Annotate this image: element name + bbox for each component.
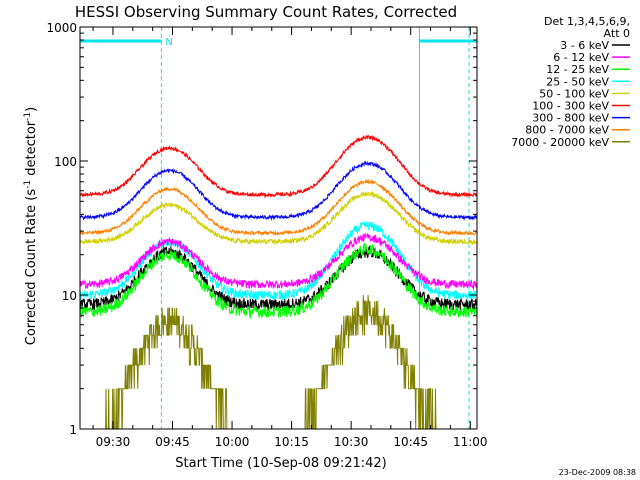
x-tick-label: 10:15	[274, 435, 309, 449]
x-tick-label: 11:00	[453, 435, 488, 449]
legend-label: 800 - 7000 keV	[525, 124, 609, 137]
x-tick-label: 10:30	[334, 435, 369, 449]
legend-label: 6 - 12 keV	[553, 51, 609, 64]
legend-header-line-2: Att 0	[604, 27, 630, 40]
legend-label: 100 - 300 keV	[532, 100, 609, 113]
legend-label: 3 - 6 keV	[560, 39, 609, 52]
legend-label: 25 - 50 keV	[546, 75, 609, 88]
legend-header: Det 1,3,4,5,6,9, Att 0	[544, 15, 630, 40]
chart-title: HESSI Observing Summary Count Rates, Cor…	[75, 3, 457, 21]
y-tick-label: 100	[54, 155, 77, 169]
series-line	[79, 242, 478, 319]
x-axis-label: Start Time (10-Sep-08 09:21:42)	[175, 456, 386, 471]
y-tick-label: 1	[69, 423, 77, 437]
y-axis-label: Corrected Count Rate (s-1 detector-1)	[23, 107, 39, 345]
series-layer	[79, 134, 478, 430]
series-line	[79, 178, 478, 237]
night-label: N	[165, 37, 172, 48]
series-line	[79, 232, 478, 291]
plot-frame	[79, 26, 478, 430]
x-tick-label: 09:45	[155, 435, 190, 449]
series-line	[79, 245, 478, 312]
axes: 09:30 09:45 10:00 10:15 10:30 10:45 11:00 1 10 10…	[46, 21, 487, 449]
legend-label: 7000 - 20000 keV	[511, 136, 609, 149]
y-tick-label: 10	[62, 289, 77, 303]
y-tick-label: 1000	[46, 21, 77, 35]
series-line	[79, 221, 478, 302]
legend-header-line-1: Det 1,3,4,5,6,9,	[544, 15, 630, 28]
timestamp: 23-Dec-2009 08:38	[559, 468, 636, 477]
legend-label: 50 - 100 keV	[539, 87, 609, 100]
x-tick-label: 10:45	[393, 435, 428, 449]
x-tick-label: 09:30	[96, 435, 131, 449]
series-line	[79, 160, 478, 221]
series-line	[79, 190, 478, 246]
legend-label: 300 - 800 keV	[532, 112, 609, 125]
legend-label: 12 - 25 keV	[546, 63, 609, 76]
series-line	[79, 134, 478, 199]
night-periods: N	[80, 27, 477, 429]
x-tick-label: 10:00	[215, 435, 250, 449]
